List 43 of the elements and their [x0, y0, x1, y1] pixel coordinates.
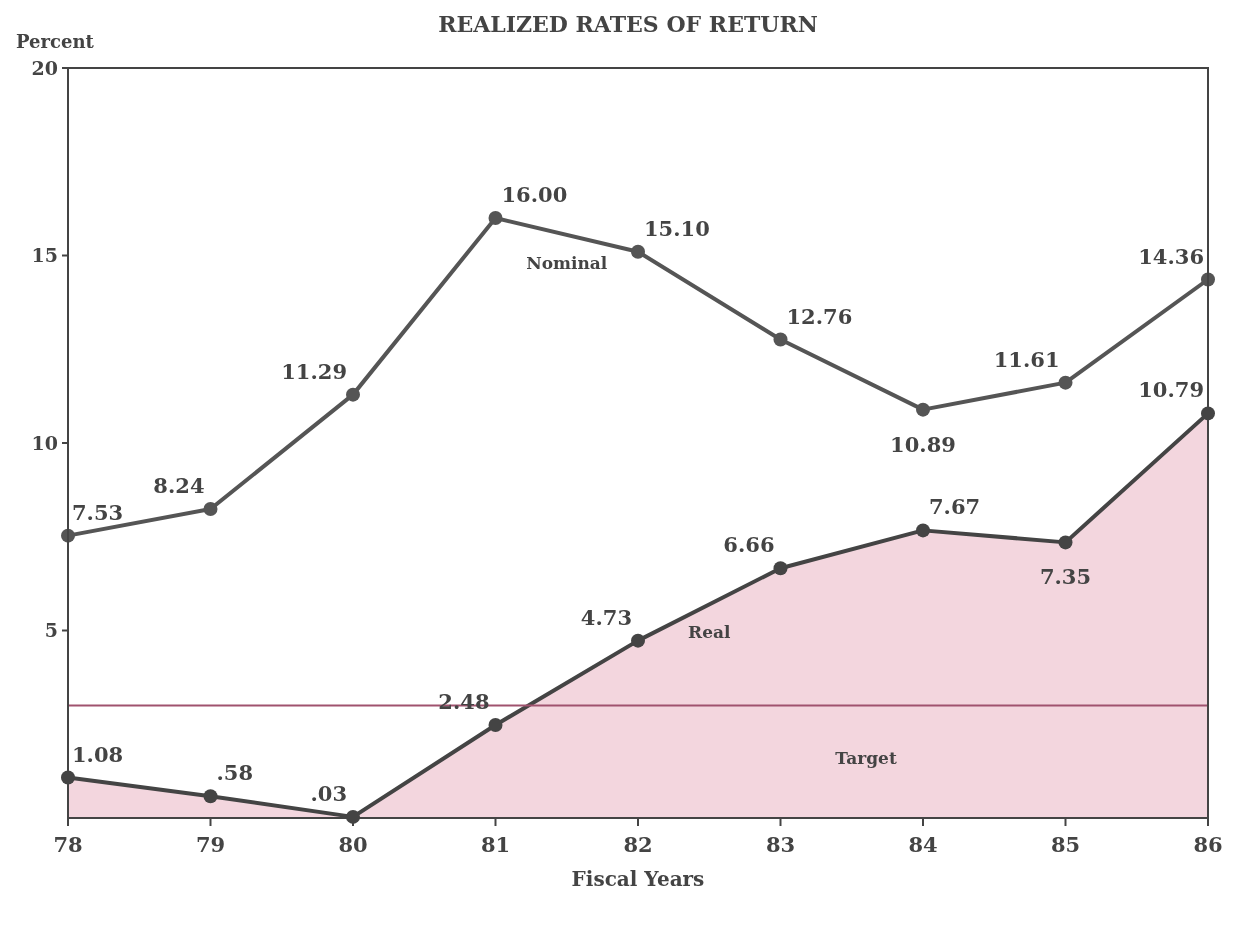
data-label: .58	[216, 760, 254, 786]
y-tick-label: 20	[31, 56, 58, 79]
x-tick-label: 81	[480, 832, 511, 857]
data-label: 1.08	[72, 741, 124, 767]
x-tick-label: 84	[908, 832, 938, 857]
ref-line-label: Target	[835, 747, 897, 768]
x-tick-label: 86	[1193, 832, 1223, 857]
point	[488, 211, 503, 225]
point	[203, 502, 218, 516]
chart-title: REALIZED RATES OF RETURN	[438, 11, 818, 37]
x-tick-label: 80	[338, 832, 368, 857]
data-label: 14.36	[1138, 243, 1204, 269]
y-tick-label: 5	[44, 619, 58, 642]
data-label: 10.79	[1138, 377, 1204, 403]
data-label: 7.67	[929, 494, 981, 520]
data-label: 4.73	[580, 604, 632, 630]
data-label: 11.29	[281, 358, 347, 384]
x-tick-label: 78	[53, 832, 83, 857]
y-axis-title: Percent	[16, 31, 95, 52]
point	[1058, 375, 1073, 390]
data-label: 11.61	[993, 346, 1060, 372]
x-tick-label: 83	[765, 832, 796, 857]
y-tick-label: 15	[31, 244, 58, 267]
data-label: 8.24	[153, 473, 205, 498]
point	[346, 387, 360, 402]
data-label: 6.66	[723, 532, 775, 558]
series-label: Real	[688, 622, 731, 643]
x-tick-label: 82	[623, 832, 653, 857]
data-label: 12.76	[786, 303, 853, 329]
data-label: .03	[310, 780, 347, 806]
data-label: 10.89	[890, 431, 956, 457]
data-label: 7.53	[72, 499, 124, 525]
point	[631, 244, 645, 259]
series-label: Nominal	[526, 252, 608, 273]
x-axis-title: Fiscal Years	[571, 867, 705, 891]
data-label: 7.35	[1039, 564, 1092, 590]
data-label: 15.10	[644, 215, 710, 241]
point	[916, 402, 930, 417]
data-label: 16.00	[501, 182, 568, 207]
x-tick-label: 79	[195, 832, 226, 857]
point	[773, 332, 788, 347]
x-tick-label: 85	[1050, 832, 1081, 857]
y-tick-label: 10	[31, 431, 58, 454]
